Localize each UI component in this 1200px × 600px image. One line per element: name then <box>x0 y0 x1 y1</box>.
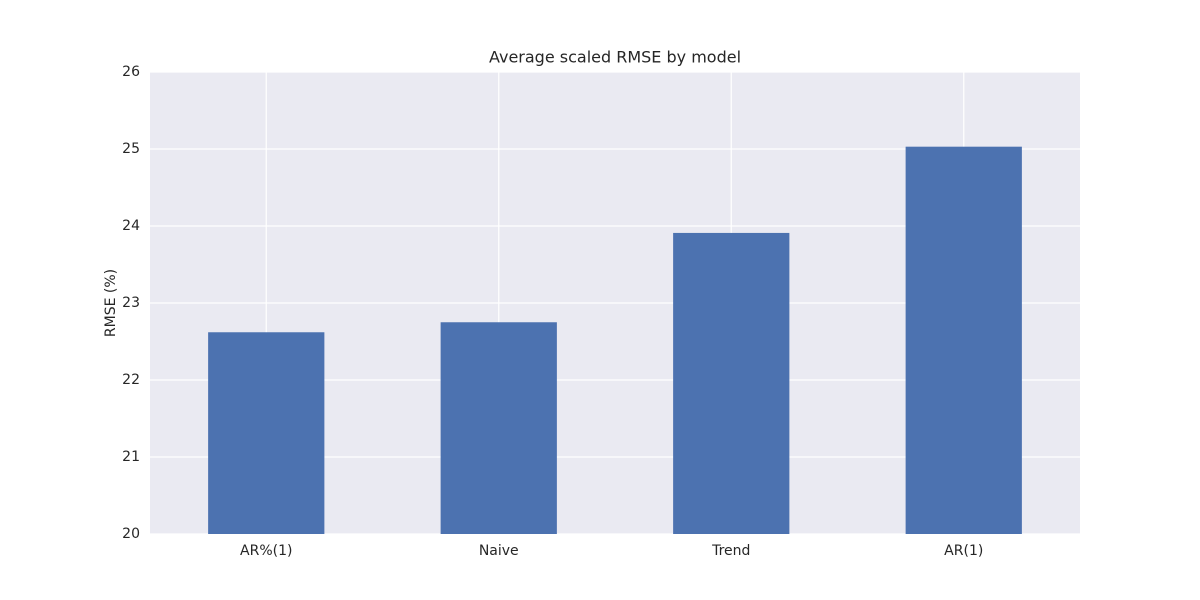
y-tick-label: 26 <box>122 64 140 80</box>
y-tick-label: 20 <box>122 526 140 542</box>
x-tick-label: Trend <box>711 543 750 559</box>
bar <box>673 232 790 534</box>
bar <box>905 146 1022 534</box>
y-tick-label: 25 <box>122 141 140 157</box>
y-tick-label: 23 <box>122 295 140 311</box>
x-tick-label: Naive <box>479 543 519 559</box>
bar <box>440 322 557 534</box>
y-tick-label: 24 <box>122 218 140 234</box>
bar <box>208 332 325 534</box>
y-tick-label: 22 <box>122 372 140 388</box>
marks <box>208 146 1022 534</box>
x-tick-label: AR%(1) <box>240 543 292 559</box>
chart-title: Average scaled RMSE by model <box>489 48 741 67</box>
x-tick-label: AR(1) <box>944 543 983 559</box>
y-tick-label: 21 <box>122 449 140 465</box>
y-axis-label: RMSE (%) <box>103 269 119 337</box>
